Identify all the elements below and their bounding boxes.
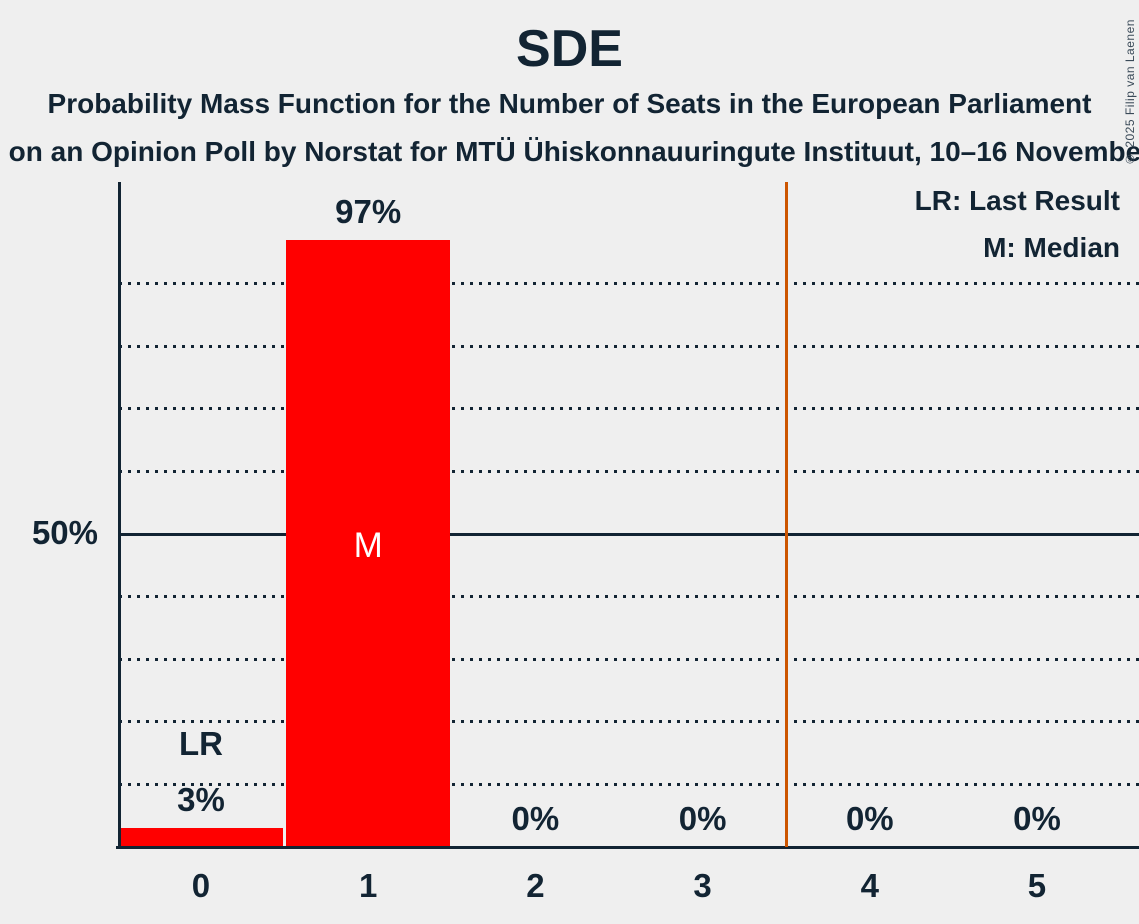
x-axis-line <box>116 845 1139 849</box>
gridline-dotted-60pct <box>119 469 1139 473</box>
x-tick-label-1: 1 <box>359 867 378 904</box>
bar-seats-1 <box>286 239 451 847</box>
gridline-dotted-90pct <box>119 282 1139 286</box>
bar-seats-0 <box>119 828 283 847</box>
chart-title: SDE <box>516 20 623 78</box>
x-tick-label-5: 5 <box>1027 867 1047 904</box>
bar-value-label-4: 0% <box>845 800 894 837</box>
gridline-solid-50pct <box>119 532 1139 536</box>
bar-value-label-2: 0% <box>511 800 560 837</box>
legend-median: M: Median <box>983 232 1120 263</box>
last-result-label: LR <box>179 725 223 763</box>
x-tick-label-0: 0 <box>191 867 211 904</box>
bar-value-label-3: 0% <box>678 800 727 837</box>
chart-subtitle: Probability Mass Function for the Number… <box>0 87 1139 121</box>
gridline-dotted-80pct <box>119 344 1139 348</box>
chart-source-text: Based on an Opinion Poll by Norstat for … <box>0 136 1139 167</box>
legend-last-result: LR: Last Result <box>914 185 1120 216</box>
copyright-notice: © 2025 Filip van Laenen <box>1123 19 1137 166</box>
legend: LR: Last Result M: Median <box>915 184 1120 278</box>
vertical-threshold-line <box>784 182 788 847</box>
x-tick-label-4: 4 <box>860 867 879 904</box>
bar-value-label-5: 0% <box>1013 800 1061 837</box>
x-tick-label-2: 2 <box>526 867 545 904</box>
bar-value-label-0: 3% <box>177 781 225 819</box>
gridline-dotted-40pct <box>119 595 1139 599</box>
gridline-dotted-10pct <box>119 782 1139 786</box>
median-label: M <box>353 526 383 565</box>
gridline-dotted-30pct <box>119 657 1139 661</box>
bar-value-label-1: 97% <box>335 192 402 230</box>
y-axis-line <box>117 182 121 849</box>
gridline-dotted-70pct <box>119 407 1139 411</box>
y-axis-tick-label: 50% <box>31 514 98 551</box>
x-tick-label-3: 3 <box>693 867 712 904</box>
chart-subtitle-text: Probability Mass Function for the Number… <box>47 88 1092 119</box>
gridline-dotted-20pct <box>119 720 1139 724</box>
chart-source-line: Based on an Opinion Poll by Norstat for … <box>0 135 1139 169</box>
